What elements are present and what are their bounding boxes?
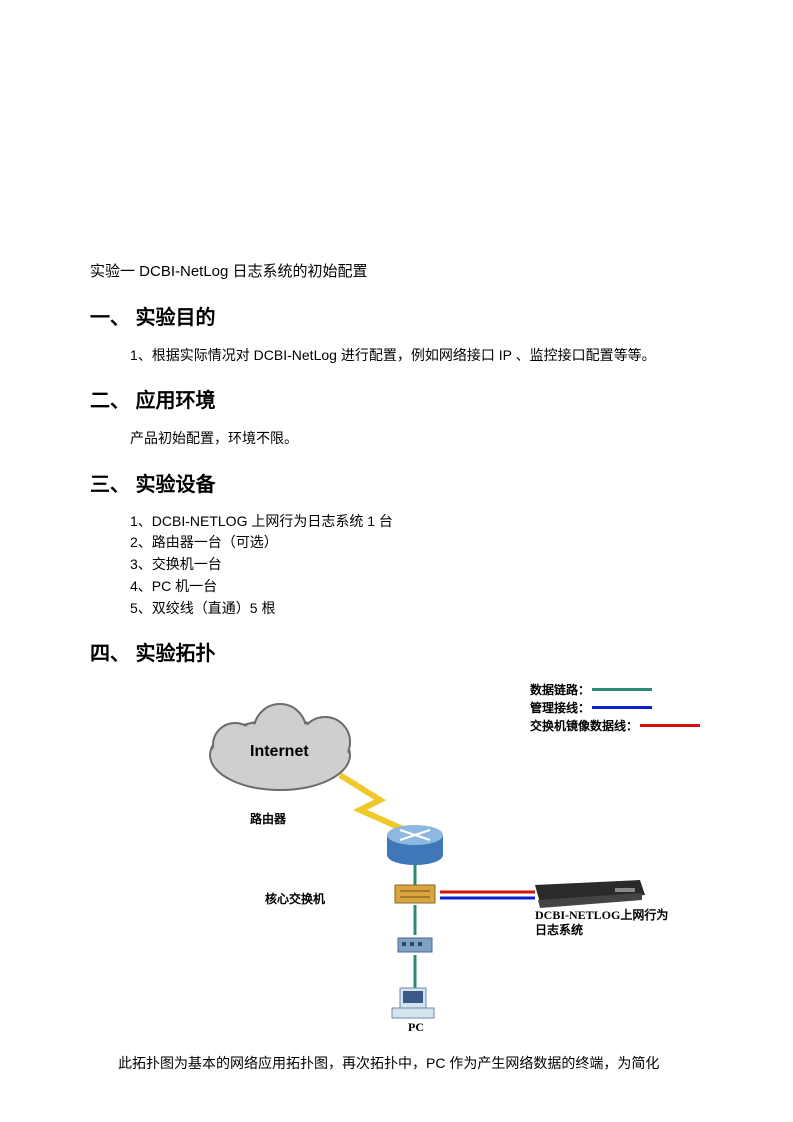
section-2-text: 产品初始配置，环境不限。 <box>130 427 703 449</box>
netlog-label: DCBI-NETLOG上网行为 日志系统 <box>535 908 668 937</box>
topology-diagram: 数据链路： 管理接线： 交换机镜像数据线： <box>180 680 700 1040</box>
list-item: 5、双绞线（直通）5 根 <box>130 598 703 620</box>
pc-label: PC <box>408 1020 424 1035</box>
hub-icon <box>398 938 432 952</box>
internet-label: Internet <box>250 743 309 761</box>
topology-svg <box>180 680 700 1040</box>
router-label: 路由器 <box>250 810 286 827</box>
list-item: 1、DCBI-NETLOG 上网行为日志系统 1 台 <box>130 511 703 533</box>
section-2-head: 二、 应用环境 <box>90 384 703 413</box>
section-1-item: 1、根据实际情况对 DCBI-NetLog 进行配置，例如网络接口 IP 、监控… <box>130 344 703 366</box>
core-switch-icon <box>395 885 435 903</box>
section-4-head: 四、 实验拓扑 <box>90 637 703 666</box>
list-item: 2、路由器一台（可选） <box>130 532 703 554</box>
section-3-head: 三、 实验设备 <box>90 468 703 497</box>
footer-paragraph: 此拓扑图为基本的网络应用拓扑图，再次拓扑中，PC 作为产生网络数据的终端，为简化 <box>90 1052 703 1074</box>
section-1-head: 一、 实验目的 <box>90 301 703 330</box>
switch-label: 核心交换机 <box>265 890 325 907</box>
netlog-device-icon <box>535 880 645 908</box>
list-item: 3、交换机一台 <box>130 554 703 576</box>
list-item: 4、PC 机一台 <box>130 576 703 598</box>
router-icon <box>387 825 443 865</box>
pc-icon <box>392 988 434 1018</box>
experiment-title: 实验一 DCBI-NetLog 日志系统的初始配置 <box>90 260 703 281</box>
equipment-list: 1、DCBI-NETLOG 上网行为日志系统 1 台 2、路由器一台（可选） 3… <box>130 511 703 619</box>
